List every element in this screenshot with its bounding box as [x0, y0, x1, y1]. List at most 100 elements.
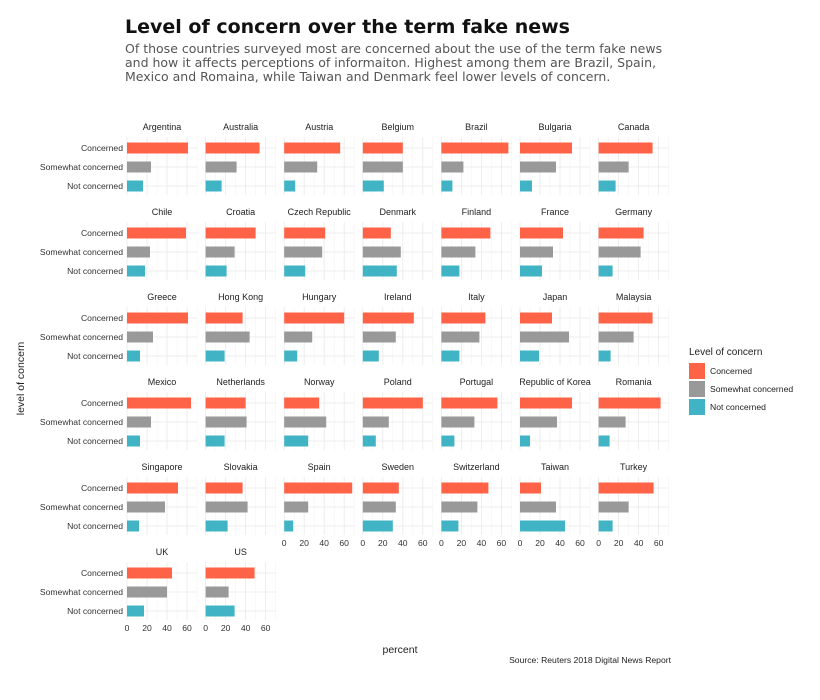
bar-switzerland-somewhat-concerned	[441, 501, 478, 513]
x-tick-label: 20	[378, 538, 388, 548]
bar-singapore-not-concerned	[127, 520, 139, 532]
bar-poland-not-concerned	[362, 435, 376, 447]
bar-finland-not-concerned	[441, 265, 460, 277]
bar-japan-somewhat-concerned	[520, 331, 569, 343]
facet-title-spain: Spain	[308, 462, 331, 472]
x-tick-label: 60	[261, 623, 271, 633]
bar-malaysia-somewhat-concerned	[598, 331, 634, 343]
bar-brazil-concerned	[441, 142, 509, 154]
facet-title-switzerland: Switzerland	[453, 462, 500, 472]
bar-japan-concerned	[520, 312, 552, 324]
bar-italy-somewhat-concerned	[441, 331, 480, 343]
x-tick-label: 40	[555, 538, 565, 548]
category-label: Not concerned	[67, 181, 123, 191]
facet-title-republic-of-korea: Republic of Korea	[519, 377, 591, 387]
bar-mexico-concerned	[127, 397, 191, 409]
category-label: Somewhat concerned	[40, 587, 123, 597]
bar-brazil-not-concerned	[441, 180, 453, 192]
x-tick-label: 60	[339, 538, 349, 548]
x-tick-label: 40	[162, 623, 172, 633]
bar-hong-kong-somewhat-concerned	[205, 331, 250, 343]
bar-spain-concerned	[284, 482, 353, 494]
bar-hong-kong-concerned	[205, 312, 243, 324]
facet-title-ireland: Ireland	[384, 292, 412, 302]
bar-hungary-concerned	[284, 312, 345, 324]
bar-bulgaria-not-concerned	[520, 180, 532, 192]
x-tick-label: 40	[477, 538, 487, 548]
x-tick-label: 40	[634, 538, 644, 548]
bar-brazil-somewhat-concerned	[441, 161, 464, 173]
x-tick-label: 60	[418, 538, 428, 548]
bar-poland-somewhat-concerned	[362, 416, 389, 428]
bar-poland-concerned	[362, 397, 423, 409]
x-tick-label: 20	[299, 538, 309, 548]
category-label: Somewhat concerned	[40, 247, 123, 257]
facet-title-france: France	[541, 207, 569, 217]
bar-denmark-not-concerned	[362, 265, 397, 277]
bar-hong-kong-not-concerned	[205, 350, 225, 362]
facet-title-finland: Finland	[462, 207, 492, 217]
bar-chile-concerned	[127, 227, 186, 239]
facet-title-romania: Romania	[616, 377, 652, 387]
bar-hungary-not-concerned	[284, 350, 298, 362]
facet-title-czech-republic: Czech Republic	[288, 207, 352, 217]
bar-czech-republic-concerned	[284, 227, 326, 239]
bar-czech-republic-somewhat-concerned	[284, 246, 323, 258]
x-tick-label: 20	[142, 623, 152, 633]
bar-finland-concerned	[441, 227, 491, 239]
facet-title-austria: Austria	[305, 122, 333, 132]
bar-italy-concerned	[441, 312, 486, 324]
bar-norway-concerned	[284, 397, 320, 409]
facet-title-belgium: Belgium	[382, 122, 415, 132]
bar-france-not-concerned	[520, 265, 542, 277]
bar-portugal-not-concerned	[441, 435, 455, 447]
bar-mexico-somewhat-concerned	[127, 416, 151, 428]
bar-france-concerned	[520, 227, 563, 239]
bar-bulgaria-somewhat-concerned	[520, 161, 556, 173]
x-tick-label: 0	[439, 538, 444, 548]
x-tick-label: 20	[535, 538, 545, 548]
bar-us-not-concerned	[205, 605, 235, 617]
category-label: Concerned	[81, 398, 123, 408]
facet-title-hungary: Hungary	[302, 292, 337, 302]
facet-title-us: US	[234, 547, 247, 557]
legend-swatch	[689, 381, 705, 397]
chart-subtitle: Of those countries surveyed most are con…	[125, 41, 663, 84]
facet-title-sweden: Sweden	[382, 462, 415, 472]
x-tick-label: 60	[654, 538, 664, 548]
bar-slovakia-not-concerned	[205, 520, 228, 532]
facet-title-portugal: Portugal	[460, 377, 494, 387]
facet-title-japan: Japan	[543, 292, 568, 302]
facet-title-norway: Norway	[304, 377, 335, 387]
facet-title-slovakia: Slovakia	[224, 462, 258, 472]
bar-croatia-somewhat-concerned	[205, 246, 235, 258]
category-label: Somewhat concerned	[40, 162, 123, 172]
facet-title-greece: Greece	[147, 292, 177, 302]
bar-romania-somewhat-concerned	[598, 416, 626, 428]
facet-title-brazil: Brazil	[465, 122, 488, 132]
bar-turkey-concerned	[598, 482, 654, 494]
legend-title: Level of concern	[689, 347, 762, 358]
facet-title-croatia: Croatia	[226, 207, 255, 217]
bar-argentina-concerned	[127, 142, 188, 154]
bar-hungary-somewhat-concerned	[284, 331, 313, 343]
bar-germany-not-concerned	[598, 265, 613, 277]
category-label: Somewhat concerned	[40, 332, 123, 342]
legend-swatch	[689, 399, 705, 415]
bar-taiwan-concerned	[520, 482, 541, 494]
bar-slovakia-concerned	[205, 482, 243, 494]
bar-finland-somewhat-concerned	[441, 246, 476, 258]
bar-uk-somewhat-concerned	[127, 586, 167, 598]
bar-australia-not-concerned	[205, 180, 222, 192]
x-axis-title: percent	[382, 644, 417, 656]
facet-title-taiwan: Taiwan	[541, 462, 569, 472]
x-tick-label: 60	[497, 538, 507, 548]
bar-belgium-concerned	[362, 142, 403, 154]
facet-title-malaysia: Malaysia	[616, 292, 652, 302]
facet-title-australia: Australia	[223, 122, 258, 132]
bar-chile-somewhat-concerned	[127, 246, 150, 258]
bar-turkey-not-concerned	[598, 520, 613, 532]
category-label: Somewhat concerned	[40, 417, 123, 427]
bar-canada-not-concerned	[598, 180, 616, 192]
bar-austria-somewhat-concerned	[284, 161, 318, 173]
